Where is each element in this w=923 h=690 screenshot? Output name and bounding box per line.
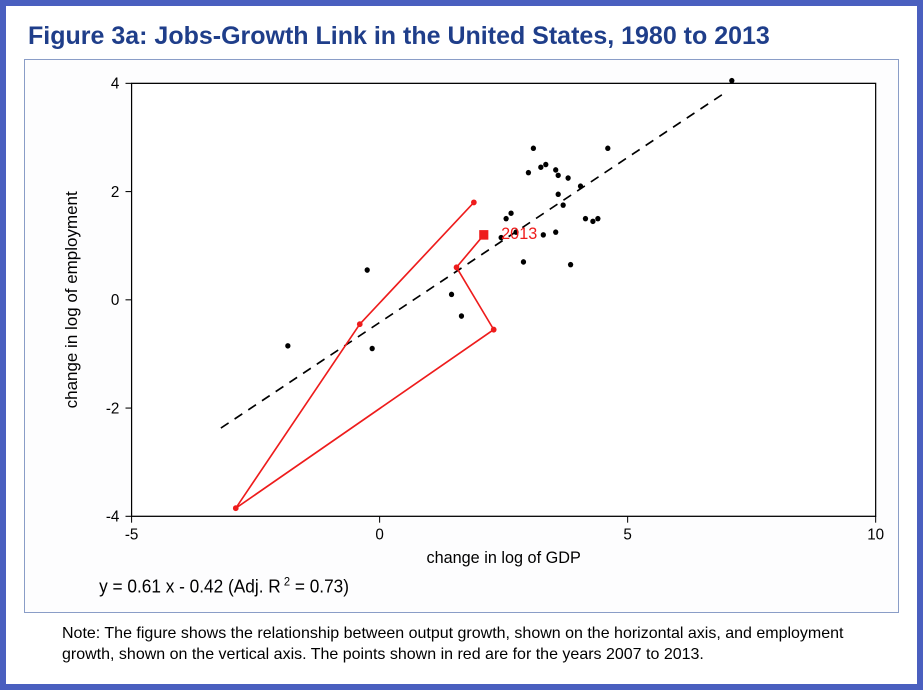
figure-title: Figure 3a: Jobs-Growth Link in the Unite… — [28, 22, 899, 51]
svg-text:change in log of GDP: change in log of GDP — [426, 548, 580, 567]
figure-footnote: Note: The figure shows the relationship … — [24, 623, 899, 666]
svg-text:5: 5 — [623, 526, 631, 543]
svg-text:y = 0.61 x - 0.42 (Adj.: y = 0.61 x - 0.42 (Adj. R 2 = 0.73) — [99, 576, 349, 597]
svg-text:-4: -4 — [106, 508, 120, 525]
figure-frame: Figure 3a: Jobs-Growth Link in the Unite… — [0, 0, 923, 690]
svg-text:2: 2 — [111, 184, 119, 201]
svg-text:0: 0 — [111, 292, 120, 309]
plot-container: -5 0 5 10 -4 -2 0 2 4 change in log of GDP change … — [24, 59, 899, 613]
svg-text:10: 10 — [867, 526, 884, 543]
svg-text:4: 4 — [111, 75, 120, 92]
scatter-plot: -5 0 5 10 -4 -2 0 2 4 change in log of GDP change … — [25, 60, 898, 612]
svg-text:-2: -2 — [106, 400, 120, 417]
svg-text:2013: 2013 — [501, 224, 537, 243]
svg-text:change in log of employment: change in log of employment — [62, 191, 81, 408]
svg-text:0: 0 — [375, 526, 384, 543]
svg-text:-5: -5 — [125, 526, 139, 543]
